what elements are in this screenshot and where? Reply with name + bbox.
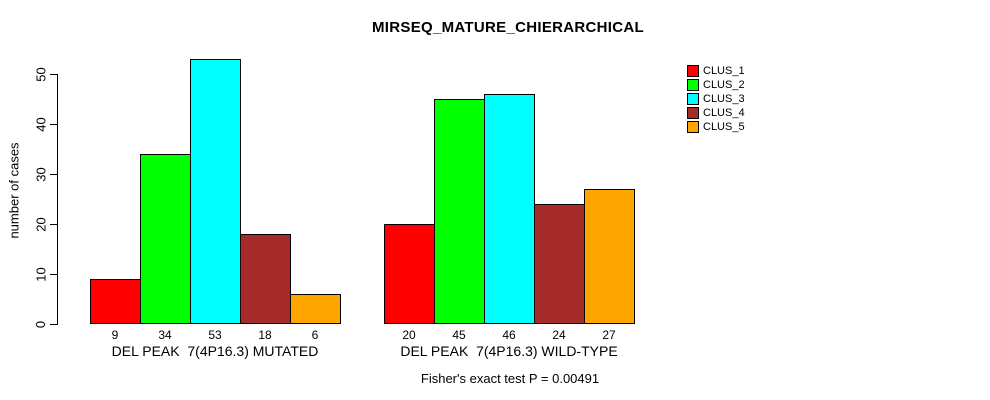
legend-swatch-clus_1: [687, 65, 699, 77]
bar-value-label: 53: [208, 328, 222, 342]
bar-value-label: 6: [311, 328, 319, 342]
bar-value-label: 20: [402, 328, 416, 342]
legend-item-clus_1: CLUS_1: [687, 65, 745, 77]
y-axis-tick: [50, 274, 57, 275]
y-axis-tick-label: 50: [33, 54, 49, 94]
legend-item-clus_5: CLUS_5: [687, 121, 745, 133]
bar-value-label: 24: [552, 328, 566, 342]
legend-label: CLUS_3: [703, 93, 745, 105]
y-axis-tick-label-text: 40: [33, 116, 49, 132]
legend-label: CLUS_5: [703, 121, 745, 133]
footnote-fisher-test: Fisher's exact test P = 0.00491: [420, 371, 600, 386]
bar-clus_3: [190, 59, 241, 324]
bar-clus_1: [384, 224, 435, 324]
y-axis-tick-label: 20: [33, 204, 49, 244]
bar-value-label: 46: [502, 328, 516, 342]
y-axis-tick-label: 0: [33, 304, 49, 344]
bar-value-label: 9: [111, 328, 119, 342]
legend-swatch-clus_2: [687, 79, 699, 91]
bar-clus_2: [434, 99, 485, 324]
bar-clus_4: [240, 234, 291, 324]
bar-value-label: 45: [452, 328, 466, 342]
legend-label: CLUS_2: [703, 79, 745, 91]
legend-label: CLUS_4: [703, 107, 745, 119]
legend-swatch-clus_3: [687, 93, 699, 105]
y-axis-tick-label: 40: [33, 104, 49, 144]
legend-item-clus_3: CLUS_3: [687, 93, 745, 105]
y-axis-tick-label-text: 50: [33, 66, 49, 82]
legend: CLUS_1 CLUS_2 CLUS_3 CLUS_4 CLUS_5: [687, 65, 745, 135]
y-axis-tick-label: 10: [33, 254, 49, 294]
group-axis-label: DEL PEAK 7(4P16.3) MUTATED: [111, 343, 319, 359]
y-axis-tick: [50, 124, 57, 125]
bar-value-label: 27: [602, 328, 616, 342]
y-axis-tick: [50, 74, 57, 75]
group-axis-label: DEL PEAK 7(4P16.3) WILD-TYPE: [400, 343, 618, 359]
bar-value-label: 18: [258, 328, 272, 342]
bar-clus_5: [290, 294, 341, 324]
y-axis-tick: [50, 324, 57, 325]
y-axis-tick-label-text: 0: [33, 320, 49, 328]
legend-swatch-clus_5: [687, 121, 699, 133]
y-axis-tick: [50, 224, 57, 225]
bar-clus_1: [90, 279, 141, 324]
legend-item-clus_4: CLUS_4: [687, 107, 745, 119]
y-axis-title-text: number of cases: [6, 141, 22, 239]
y-axis-title: number of cases: [4, 90, 24, 290]
bar-clus_4: [534, 204, 585, 324]
y-axis-tick-label-text: 30: [33, 166, 49, 182]
bar-clus_3: [484, 94, 535, 324]
legend-item-clus_2: CLUS_2: [687, 79, 745, 91]
y-axis-tick-label-text: 20: [33, 216, 49, 232]
y-axis-line: [57, 74, 58, 325]
bar-clus_5: [584, 189, 635, 324]
y-axis-tick-label-text: 10: [33, 266, 49, 282]
bar-value-label: 34: [158, 328, 172, 342]
legend-swatch-clus_4: [687, 107, 699, 119]
chart-title: MIRSEQ_MATURE_CHIERARCHICAL: [372, 19, 644, 36]
bar-clus_2: [140, 154, 191, 324]
y-axis-tick: [50, 174, 57, 175]
legend-label: CLUS_1: [703, 65, 745, 77]
y-axis-tick-label: 30: [33, 154, 49, 194]
